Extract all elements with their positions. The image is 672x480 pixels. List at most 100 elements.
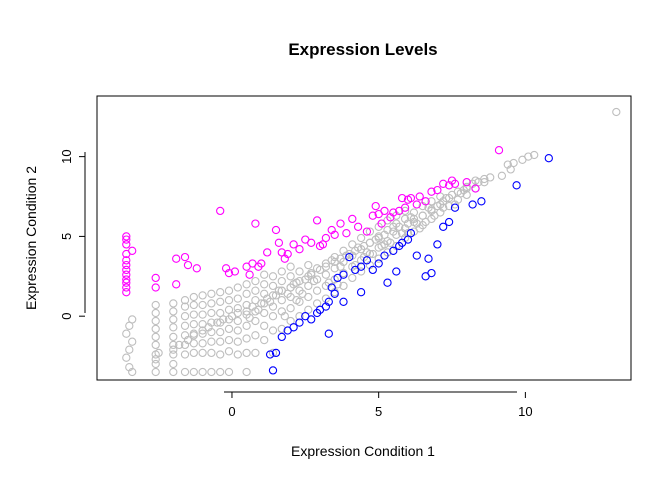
data-point [530, 150, 539, 160]
ticks-layer: 0 5 10 0 5 10 [59, 149, 533, 419]
data-point [295, 245, 304, 254]
x-tick-label: 10 [518, 404, 532, 419]
data-point [224, 315, 234, 324]
data-point [260, 335, 269, 345]
data-point [286, 304, 295, 313]
data-point [221, 264, 231, 273]
data-point [477, 197, 486, 206]
data-point [400, 206, 410, 216]
data-point [198, 367, 207, 377]
data-point [497, 171, 507, 180]
data-point [242, 289, 251, 298]
data-point [336, 262, 345, 271]
data-point [268, 326, 278, 335]
data-point [251, 331, 260, 340]
data-point [175, 340, 184, 350]
data-point [198, 348, 207, 358]
data-point [169, 307, 178, 316]
data-point [433, 240, 442, 249]
data-point [128, 367, 137, 377]
data-point [251, 286, 260, 295]
data-point [333, 273, 342, 283]
data-point [151, 340, 160, 350]
data-point [189, 348, 198, 358]
data-point [295, 267, 304, 276]
data-point [242, 321, 251, 330]
data-point [245, 270, 254, 279]
data-point [283, 326, 292, 335]
data-point [265, 350, 275, 359]
data-point [324, 297, 333, 306]
data-point [295, 318, 304, 327]
data-point [365, 227, 375, 236]
data-point [242, 300, 251, 310]
data-point [286, 262, 295, 271]
data-point [224, 367, 234, 377]
data-point [216, 206, 225, 216]
data-point [324, 278, 333, 287]
data-point [371, 235, 380, 244]
data-point [233, 326, 242, 335]
data-point [245, 313, 254, 322]
data-point [216, 297, 225, 306]
data-point [362, 256, 372, 265]
data-point [125, 345, 134, 354]
points-layer [122, 107, 621, 377]
data-point [400, 203, 410, 212]
data-point [389, 222, 398, 231]
plot-frame [96, 95, 632, 381]
data-point [151, 359, 160, 369]
data-point [342, 229, 351, 238]
data-point [213, 318, 222, 327]
data-point [312, 264, 322, 273]
data-point [189, 292, 198, 302]
data-point [260, 299, 269, 308]
data-point [421, 217, 430, 227]
data-point [198, 326, 207, 335]
data-point [397, 193, 407, 203]
data-point [233, 294, 242, 303]
data-point [233, 304, 242, 313]
data-point [242, 348, 251, 358]
data-point [427, 187, 436, 196]
data-point [353, 243, 363, 252]
data-point [216, 367, 225, 377]
data-point [336, 219, 345, 228]
data-point [122, 288, 131, 297]
data-point [503, 160, 512, 169]
data-point [283, 289, 292, 298]
data-point [169, 299, 178, 308]
data-point [122, 353, 131, 362]
data-point [169, 345, 178, 354]
data-point [122, 249, 131, 259]
data-point [421, 272, 430, 281]
data-point [198, 329, 207, 338]
data-point [389, 246, 398, 255]
data-point [301, 312, 310, 321]
data-point [439, 179, 448, 188]
data-point [383, 278, 392, 287]
data-point [180, 367, 190, 377]
data-point [444, 181, 454, 190]
data-point [151, 300, 160, 310]
data-point [198, 291, 207, 300]
data-point [207, 299, 216, 308]
data-point [462, 190, 471, 200]
data-point [207, 318, 216, 327]
data-point [453, 187, 463, 196]
data-point [122, 265, 131, 275]
data-point [439, 203, 448, 212]
data-point [251, 276, 260, 286]
data-point [224, 286, 234, 295]
data-point [216, 318, 225, 327]
data-point [224, 305, 234, 314]
data-point [189, 310, 198, 319]
data-point [268, 366, 278, 375]
data-point [207, 337, 216, 346]
data-point [151, 283, 160, 292]
data-point [362, 248, 372, 257]
data-point [280, 254, 289, 263]
data-point [353, 222, 363, 231]
chart-title: Expression Levels [288, 40, 437, 59]
